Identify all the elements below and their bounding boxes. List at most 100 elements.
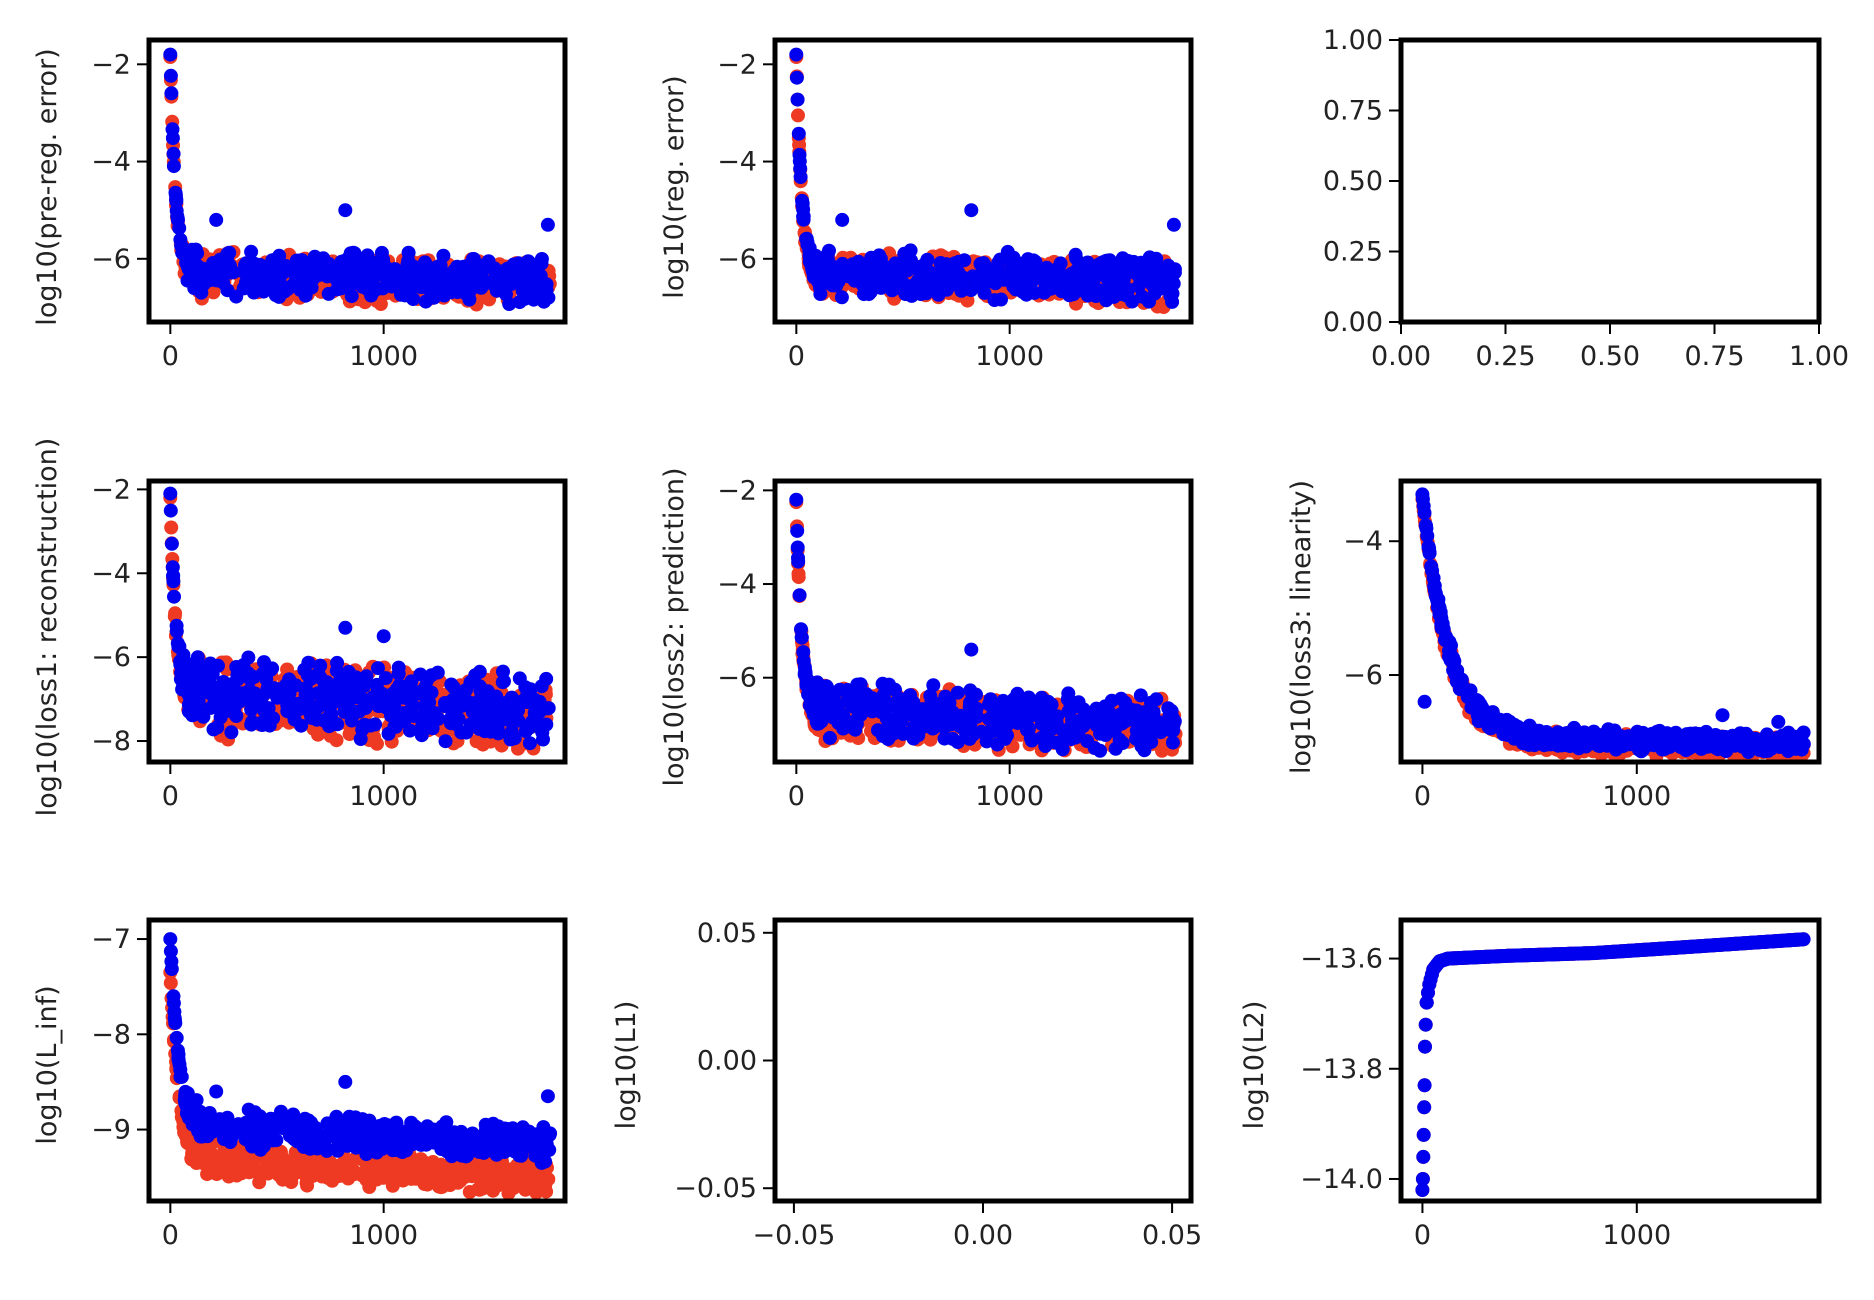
validation-point <box>370 683 385 698</box>
train-point <box>493 1175 508 1190</box>
validation-point <box>888 682 902 697</box>
validation-point <box>845 257 860 272</box>
validation-point <box>982 697 996 712</box>
validation-point <box>188 242 203 257</box>
validation-point <box>998 731 1012 746</box>
validation-point <box>419 264 433 279</box>
validation-point <box>793 161 808 176</box>
validation-point <box>205 666 220 681</box>
validation-point <box>875 729 890 743</box>
validation-point <box>376 629 391 644</box>
train-point <box>163 976 178 990</box>
points-reg <box>789 47 1182 314</box>
train-point <box>506 1181 521 1196</box>
y-tick-label: −8 <box>91 726 131 757</box>
validation-point <box>897 695 912 710</box>
train-point <box>791 570 806 585</box>
validation-point <box>313 658 328 673</box>
validation-point <box>1062 276 1076 291</box>
validation-point <box>391 660 406 675</box>
validation-point <box>1443 652 1458 667</box>
validation-point <box>1449 670 1464 685</box>
validation-point <box>1099 711 1114 726</box>
train-point <box>431 1168 446 1183</box>
subplot-loss3: log10(loss3: linearity) 0 1000−4−6 <box>1286 478 1822 812</box>
validation-point <box>1673 740 1688 754</box>
validation-point <box>931 287 946 302</box>
validation-point <box>449 717 463 732</box>
validation-point <box>932 696 947 711</box>
x-tick-label: 1000 <box>349 781 418 812</box>
validation-point <box>1147 722 1162 737</box>
validation-point <box>167 589 181 604</box>
validation-point <box>468 668 483 683</box>
validation-point <box>305 700 320 715</box>
validation-point <box>790 92 805 107</box>
train-point <box>392 1172 407 1187</box>
validation-point <box>789 492 804 507</box>
validation-point <box>293 701 308 716</box>
validation-point <box>1115 251 1130 266</box>
validation-point <box>495 675 510 690</box>
validation-point <box>338 274 353 289</box>
validation-point <box>950 735 965 750</box>
points-loss3 <box>1415 487 1811 762</box>
validation-point <box>985 724 1000 739</box>
y-tick-label: −6 <box>91 642 131 673</box>
validation-point <box>166 159 181 174</box>
validation-point <box>520 259 535 274</box>
validation-point <box>1427 579 1442 594</box>
validation-point <box>1417 694 1432 709</box>
validation-point <box>436 248 451 263</box>
x-tick-label: 1000 <box>349 341 418 372</box>
validation-point <box>1679 727 1694 742</box>
subplot-linf: log10(L_inf) 0 1000−7−8−9 <box>32 917 568 1251</box>
validation-point <box>791 554 806 569</box>
validation-point <box>960 721 975 736</box>
validation-point <box>472 721 487 736</box>
train-point <box>511 741 525 756</box>
validation-point <box>163 68 178 83</box>
validation-point <box>414 280 428 295</box>
validation-point <box>874 705 889 720</box>
validation-point <box>163 47 178 62</box>
validation-point <box>1699 724 1714 739</box>
validation-point <box>496 664 510 679</box>
validation-point <box>497 263 512 278</box>
validation-point <box>1003 700 1018 715</box>
validation-point <box>344 289 359 304</box>
validation-point <box>1019 287 1034 302</box>
validation-point <box>832 682 847 697</box>
y-tick-label: −6 <box>717 663 757 694</box>
validation-point <box>301 655 316 670</box>
validation-point <box>1009 265 1024 280</box>
ylabel: log10(reg. error) <box>659 75 690 298</box>
validation-point <box>483 694 498 709</box>
validation-point <box>1165 710 1180 725</box>
validation-point <box>452 272 466 287</box>
validation-point <box>853 707 868 722</box>
validation-point <box>221 681 236 696</box>
ylabel: log10(L_inf) <box>32 985 63 1144</box>
validation-point <box>353 732 368 746</box>
validation-point <box>464 281 479 296</box>
validation-point <box>1021 690 1036 705</box>
validation-point <box>289 254 304 269</box>
validation-point <box>456 692 471 707</box>
validation-point <box>348 670 363 685</box>
axes-frame <box>772 478 1194 765</box>
validation-point <box>789 70 804 85</box>
validation-point <box>322 719 337 734</box>
validation-point <box>203 700 218 715</box>
validation-point <box>163 486 178 501</box>
validation-point <box>905 281 920 296</box>
validation-point <box>182 256 197 271</box>
validation-point <box>937 731 952 746</box>
validation-point <box>915 702 930 717</box>
x-tick-label: 1000 <box>975 341 1044 372</box>
axes-frame <box>772 37 1194 325</box>
validation-point <box>964 699 979 714</box>
validation-point <box>228 691 243 706</box>
validation-point <box>427 706 442 720</box>
validation-point <box>192 658 207 673</box>
